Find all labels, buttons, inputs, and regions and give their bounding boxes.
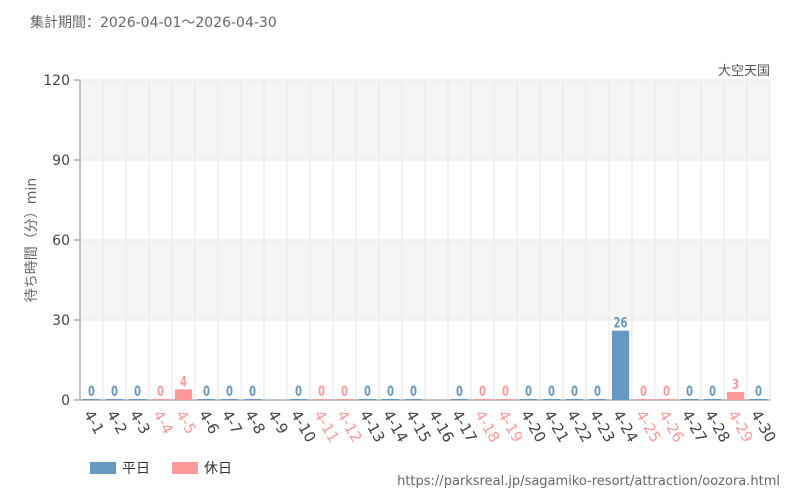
data-label: 0 bbox=[548, 383, 555, 400]
data-label: 0 bbox=[226, 383, 233, 400]
data-label: 0 bbox=[134, 383, 141, 400]
bar bbox=[404, 399, 423, 400]
x-tick-label: 4-4 bbox=[149, 407, 177, 437]
legend-item-holiday[interactable]: 休日 bbox=[172, 458, 232, 478]
data-label: 0 bbox=[525, 383, 532, 400]
bar bbox=[611, 330, 630, 400]
attraction-name: 大空天国 bbox=[717, 64, 770, 79]
y-axis-title: 待ち時間（分）min bbox=[24, 178, 40, 302]
y-tick-label: 0 bbox=[61, 393, 70, 409]
y-tick-label: 60 bbox=[52, 233, 70, 249]
legend: 平日 休日 bbox=[90, 458, 254, 478]
bar bbox=[151, 399, 170, 400]
data-label: 0 bbox=[88, 383, 95, 400]
bar bbox=[473, 399, 492, 400]
data-label: 0 bbox=[640, 383, 647, 400]
x-tick-label: 4-8 bbox=[241, 407, 269, 437]
bar bbox=[519, 399, 538, 400]
data-label: 0 bbox=[203, 383, 210, 400]
y-tick-label: 30 bbox=[52, 313, 70, 329]
bar bbox=[565, 399, 584, 400]
data-label: 0 bbox=[410, 383, 417, 400]
bar bbox=[335, 399, 354, 400]
data-label: 0 bbox=[755, 383, 762, 400]
data-label: 0 bbox=[364, 383, 371, 400]
data-label: 0 bbox=[709, 383, 716, 400]
data-label: 0 bbox=[502, 383, 509, 400]
bar bbox=[542, 399, 561, 400]
legend-label-weekday: 平日 bbox=[122, 461, 150, 477]
data-label: 0 bbox=[318, 383, 325, 400]
bar bbox=[220, 399, 239, 400]
data-label: 0 bbox=[249, 383, 256, 400]
bar bbox=[749, 399, 768, 400]
bar bbox=[588, 399, 607, 400]
legend-label-holiday: 休日 bbox=[204, 461, 232, 477]
bar bbox=[381, 399, 400, 400]
data-label: 3 bbox=[732, 376, 739, 393]
data-label: 0 bbox=[387, 383, 394, 400]
bar bbox=[312, 399, 331, 400]
x-tick-label: 4-9 bbox=[264, 407, 292, 437]
bar bbox=[174, 389, 193, 400]
data-label: 0 bbox=[295, 383, 302, 400]
x-tick-label: 4-2 bbox=[103, 407, 131, 437]
bar bbox=[358, 399, 377, 400]
bar bbox=[197, 399, 216, 400]
bar bbox=[105, 399, 124, 400]
data-label: 0 bbox=[341, 383, 348, 400]
x-tick-label: 4-3 bbox=[126, 407, 154, 437]
data-label: 0 bbox=[686, 383, 693, 400]
period-label: 集計期間：2026-04-01～2026-04-30 bbox=[30, 15, 277, 31]
bar bbox=[243, 399, 262, 400]
data-label: 0 bbox=[111, 383, 118, 400]
legend-item-weekday[interactable]: 平日 bbox=[90, 458, 150, 478]
data-label: 0 bbox=[571, 383, 578, 400]
x-tick-label: 4-7 bbox=[218, 407, 246, 437]
bar bbox=[450, 399, 469, 400]
bar bbox=[496, 399, 515, 400]
bar bbox=[634, 399, 653, 400]
bar bbox=[657, 399, 676, 400]
legend-swatch-weekday bbox=[90, 462, 116, 474]
bar bbox=[128, 399, 147, 400]
bar bbox=[289, 399, 308, 400]
data-label: 0 bbox=[479, 383, 486, 400]
bar bbox=[82, 399, 101, 400]
x-tick-label: 4-6 bbox=[195, 407, 223, 437]
bar bbox=[680, 399, 699, 400]
data-label: 4 bbox=[180, 373, 187, 390]
bar bbox=[703, 399, 722, 400]
data-label: 0 bbox=[594, 383, 601, 400]
y-tick-label: 120 bbox=[43, 73, 70, 89]
x-tick-label: 4-30 bbox=[747, 407, 780, 445]
y-tick-label: 90 bbox=[52, 153, 70, 169]
legend-swatch-holiday bbox=[172, 462, 198, 474]
data-label: 26 bbox=[613, 314, 627, 331]
x-tick-label: 4-1 bbox=[80, 407, 108, 437]
data-label: 0 bbox=[663, 383, 670, 400]
data-label: 0 bbox=[456, 383, 463, 400]
source-link[interactable]: https://parksreal.jp/sagamiko-resort/att… bbox=[397, 474, 780, 489]
bar bbox=[726, 392, 745, 400]
data-label: 0 bbox=[157, 383, 164, 400]
x-tick-label: 4-5 bbox=[172, 407, 200, 437]
